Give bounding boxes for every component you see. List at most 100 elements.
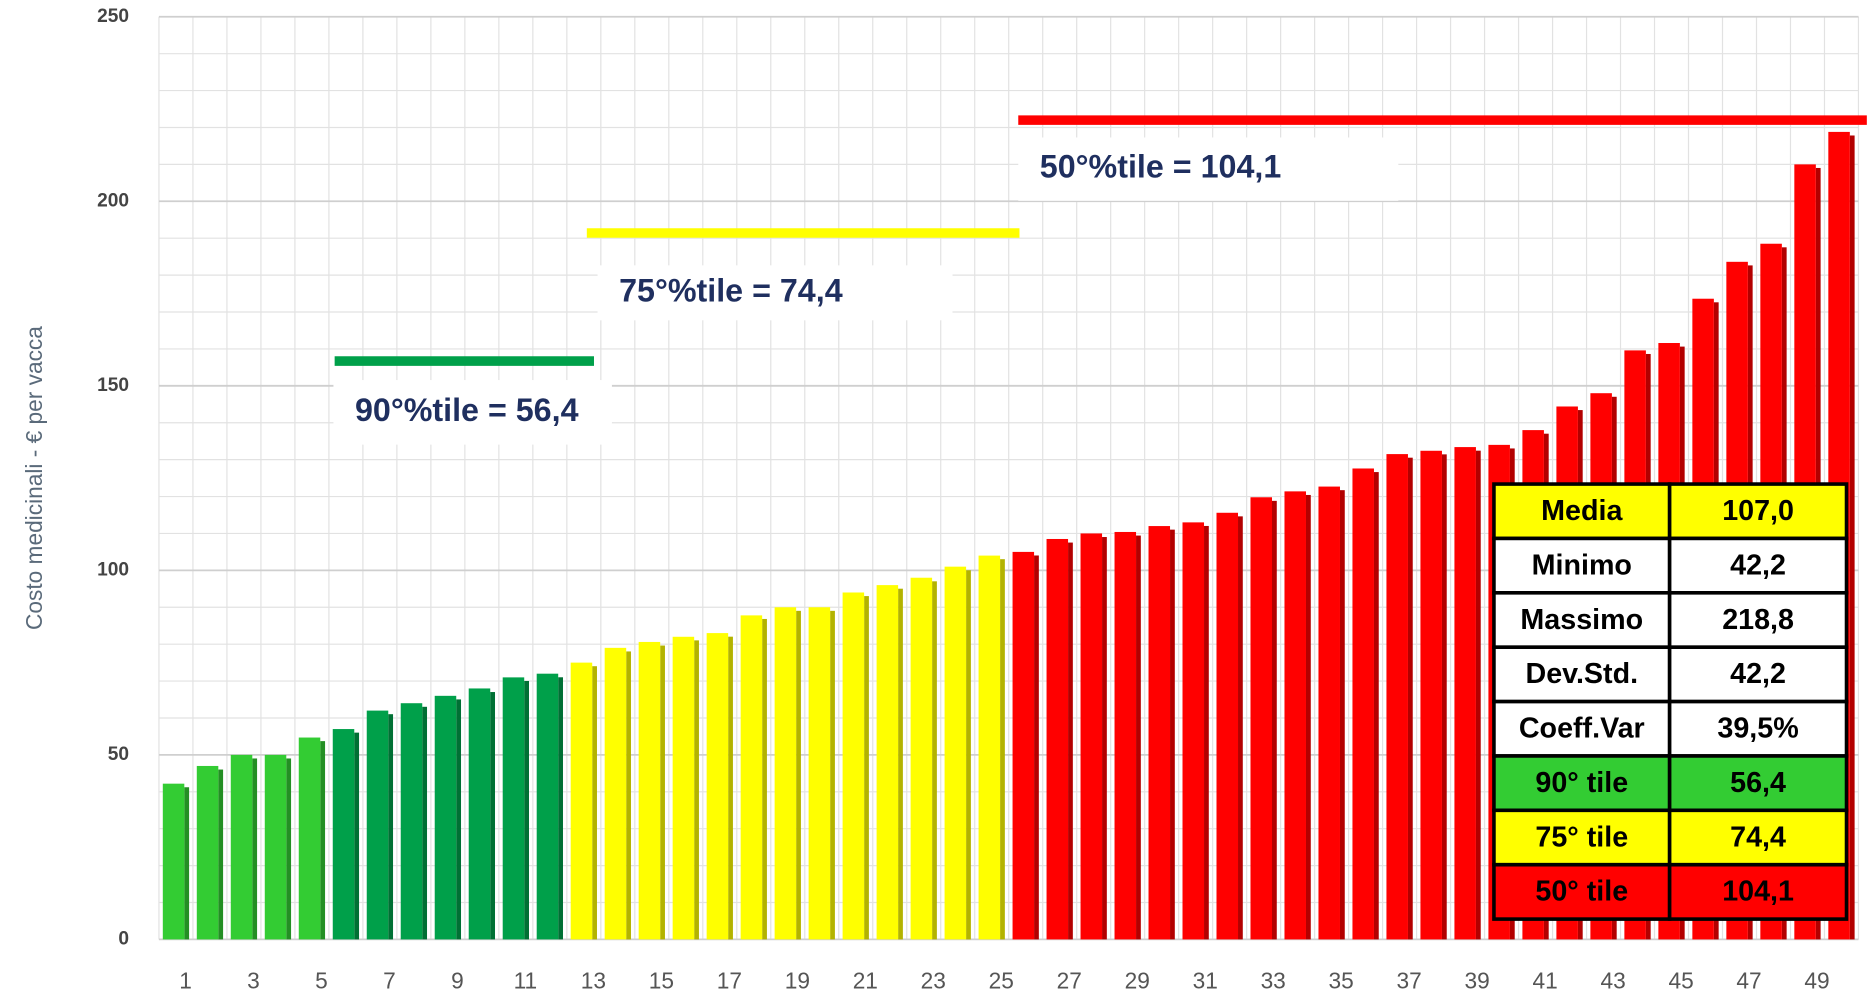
bar-side xyxy=(286,758,292,940)
bar xyxy=(196,765,219,940)
bar xyxy=(1148,526,1171,940)
y-tick-label: 250 xyxy=(97,6,129,27)
table-label: Massimo xyxy=(1520,604,1643,636)
bar-side xyxy=(354,732,360,940)
bar-side xyxy=(762,618,767,940)
bar-side xyxy=(898,588,903,940)
table-value: 74,4 xyxy=(1730,821,1786,853)
bar xyxy=(910,577,933,940)
bar-side xyxy=(1000,559,1005,940)
bar xyxy=(400,703,423,940)
bar-side xyxy=(626,651,631,940)
bar xyxy=(1114,531,1137,940)
annotation-text: 75°%tile = 74,4 xyxy=(619,272,843,308)
table-cell xyxy=(1492,754,1672,813)
x-tick-label: 37 xyxy=(1397,967,1422,993)
table-label: 50° tile xyxy=(1535,876,1628,908)
annotation-box xyxy=(1018,137,1399,201)
bar-side xyxy=(456,699,462,940)
x-tick-label: 25 xyxy=(989,967,1014,993)
y-tick-label: 0 xyxy=(118,928,129,949)
bar-side xyxy=(524,680,529,940)
bar-side xyxy=(1034,555,1039,940)
x-tick-label: 43 xyxy=(1600,967,1625,993)
x-tick-label: 31 xyxy=(1193,967,1218,993)
bar-side xyxy=(1407,457,1413,940)
bar xyxy=(1046,538,1069,940)
bar xyxy=(1182,522,1205,940)
bar xyxy=(774,607,797,940)
x-tick-label: 47 xyxy=(1736,967,1761,993)
bar-side xyxy=(422,706,428,940)
table-value: 39,5% xyxy=(1717,713,1798,745)
x-tick-label: 19 xyxy=(785,967,810,993)
x-tick-label: 5 xyxy=(315,967,328,993)
annotation-text: 50°%tile = 104,1 xyxy=(1040,149,1282,185)
bar-side xyxy=(728,636,733,940)
x-tick-label: 39 xyxy=(1465,967,1490,993)
table-value: 104,1 xyxy=(1722,876,1794,908)
table-value: 218,8 xyxy=(1722,604,1794,636)
bar xyxy=(1454,447,1476,940)
bar-side xyxy=(1441,454,1447,940)
bar-side xyxy=(1068,542,1073,940)
bar-side xyxy=(1136,535,1141,940)
x-tick-label: 13 xyxy=(581,967,606,993)
y-axis-label: Costo medicinali - € per vacca xyxy=(21,326,47,630)
table-cell xyxy=(1667,808,1849,867)
bar xyxy=(808,607,831,940)
bar xyxy=(502,677,525,940)
bar-side xyxy=(184,787,190,940)
table-value: 107,0 xyxy=(1722,495,1794,527)
table-cell xyxy=(1667,645,1849,704)
bar xyxy=(1284,491,1306,940)
bar xyxy=(944,566,967,940)
bar-side xyxy=(1305,494,1311,940)
x-tick-label: 7 xyxy=(383,967,396,993)
bar xyxy=(162,783,185,940)
bar xyxy=(638,641,661,940)
bar xyxy=(332,729,355,940)
x-tick-label: 45 xyxy=(1668,967,1693,993)
bar-side xyxy=(1849,135,1855,940)
x-tick-label: 35 xyxy=(1329,967,1354,993)
bar xyxy=(434,695,457,940)
bar-side xyxy=(660,645,665,940)
bar xyxy=(366,710,389,940)
y-tick-label: 100 xyxy=(97,559,129,580)
bar xyxy=(842,592,865,940)
bar-side xyxy=(694,640,699,940)
bar-side xyxy=(388,714,394,940)
x-tick-label: 41 xyxy=(1532,967,1557,993)
x-tick-label: 49 xyxy=(1804,967,1829,993)
x-tick-label: 27 xyxy=(1057,967,1082,993)
bar-side xyxy=(218,769,224,940)
x-tick-label: 23 xyxy=(921,967,946,993)
y-tick-label: 200 xyxy=(97,190,129,211)
bar-side xyxy=(592,666,597,940)
bar xyxy=(1012,551,1035,940)
table-label: Media xyxy=(1541,495,1623,527)
bar xyxy=(468,688,491,940)
x-tick-label: 11 xyxy=(514,967,538,993)
x-tick-label: 21 xyxy=(853,967,878,993)
bar xyxy=(1420,450,1442,940)
table-label: 90° tile xyxy=(1535,767,1628,799)
bar-side xyxy=(864,596,869,940)
annotation-box xyxy=(597,265,953,321)
bar-side xyxy=(796,610,801,940)
bar-side xyxy=(1170,529,1175,940)
bar-side xyxy=(320,741,326,940)
bar xyxy=(1318,486,1340,940)
y-tick-label: 150 xyxy=(97,375,129,396)
x-tick-label: 1 xyxy=(179,967,192,993)
table-cell xyxy=(1492,862,1672,921)
x-tick-label: 3 xyxy=(247,967,260,993)
table-value: 42,2 xyxy=(1730,658,1786,690)
bar xyxy=(1250,497,1273,940)
table-label: Coeff.Var xyxy=(1519,713,1645,745)
bar xyxy=(1080,533,1103,940)
annotation-text: 90°%tile = 56,4 xyxy=(355,392,579,428)
x-tick-label: 15 xyxy=(649,967,674,993)
